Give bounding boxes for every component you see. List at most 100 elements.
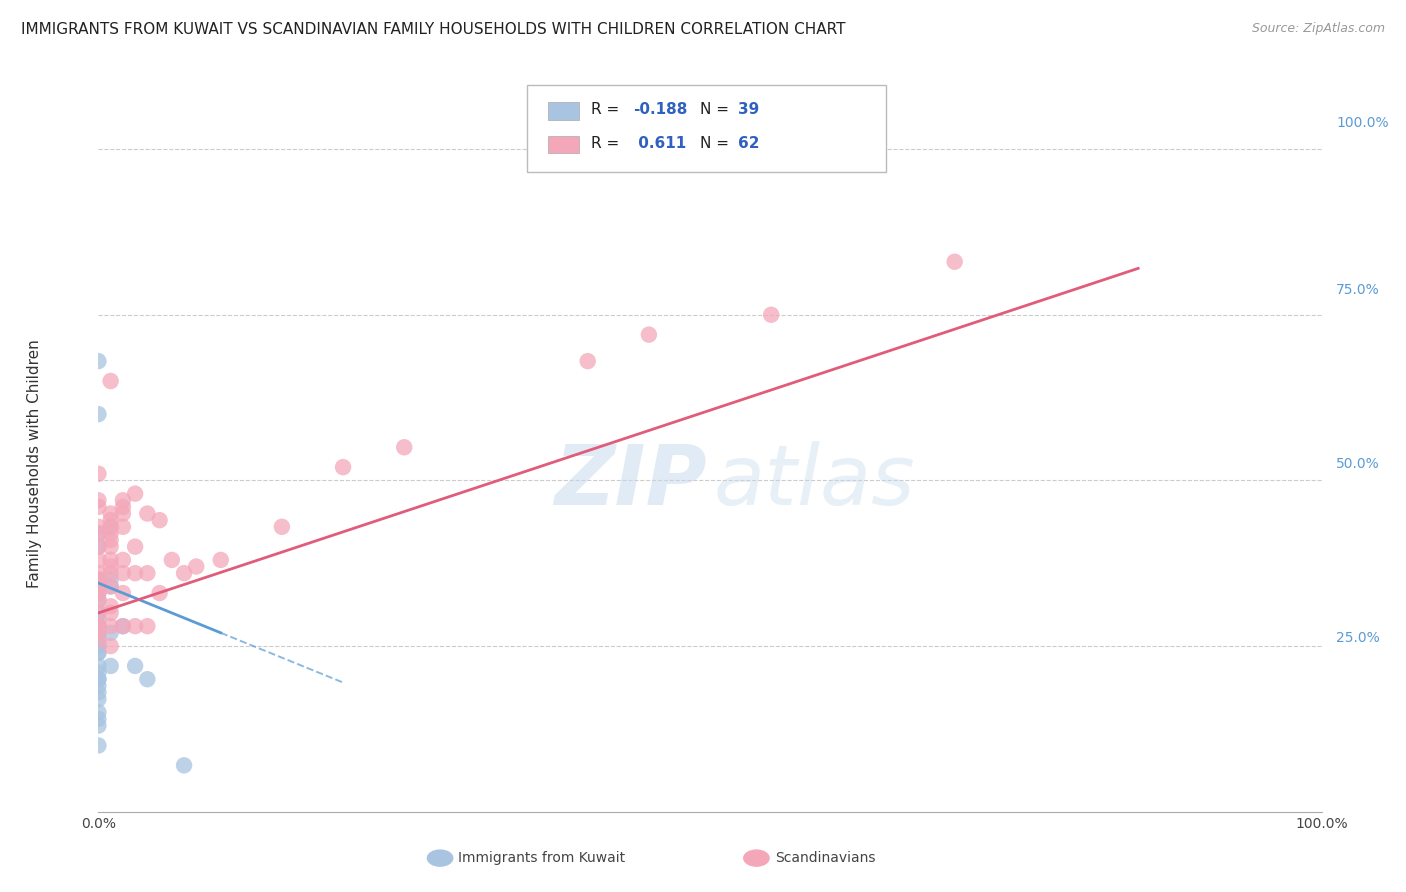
Point <box>87 573 110 587</box>
Point <box>87 592 110 607</box>
Point <box>87 659 110 673</box>
Point <box>100 513 122 527</box>
Point <box>100 579 122 593</box>
Point <box>87 407 110 421</box>
Point <box>87 606 110 620</box>
Point <box>124 566 146 581</box>
Point <box>87 672 110 686</box>
Text: ZIP: ZIP <box>554 441 706 522</box>
Text: Family Households with Children: Family Households with Children <box>27 340 42 588</box>
Point <box>87 619 110 633</box>
Point <box>136 672 159 686</box>
Point <box>87 573 110 587</box>
Point <box>173 758 195 772</box>
Point <box>270 520 294 534</box>
Point <box>87 586 110 600</box>
Point <box>87 692 110 706</box>
Point <box>100 606 122 620</box>
Point <box>87 586 110 600</box>
Point <box>87 665 110 680</box>
Point <box>124 619 146 633</box>
Point <box>100 625 122 640</box>
Text: 62: 62 <box>738 136 759 151</box>
Point <box>124 486 146 500</box>
Point <box>87 619 110 633</box>
Point <box>87 646 110 660</box>
Text: 39: 39 <box>738 103 759 117</box>
Point <box>100 566 122 581</box>
Point <box>87 540 110 554</box>
Text: N =: N = <box>700 103 734 117</box>
Point <box>100 507 122 521</box>
Point <box>100 374 122 388</box>
Point <box>392 440 416 454</box>
Point <box>100 540 122 554</box>
Point <box>124 540 146 554</box>
Point <box>87 526 110 541</box>
Point <box>111 507 134 521</box>
Point <box>87 573 110 587</box>
Point <box>100 659 122 673</box>
Point <box>87 613 110 627</box>
Point <box>87 632 110 647</box>
Point <box>136 507 159 521</box>
Point <box>100 579 122 593</box>
Text: R =: R = <box>591 136 624 151</box>
Text: 25.0%: 25.0% <box>1336 631 1381 645</box>
Point <box>111 553 134 567</box>
Point <box>87 467 110 481</box>
Point <box>87 579 110 593</box>
Point <box>87 646 110 660</box>
Point <box>100 553 122 567</box>
Point <box>87 500 110 514</box>
Point <box>87 520 110 534</box>
Point <box>87 493 110 508</box>
Point <box>87 553 110 567</box>
Point <box>111 566 134 581</box>
Text: N =: N = <box>700 136 734 151</box>
Point <box>87 739 110 753</box>
Text: Source: ZipAtlas.com: Source: ZipAtlas.com <box>1251 22 1385 36</box>
Point <box>173 566 195 581</box>
Point <box>87 706 110 720</box>
Point <box>186 559 208 574</box>
Point <box>332 460 354 475</box>
Point <box>100 639 122 653</box>
Point <box>100 520 122 534</box>
Point <box>100 520 122 534</box>
Point <box>100 573 122 587</box>
Point <box>111 520 134 534</box>
Point <box>87 639 110 653</box>
Point <box>87 526 110 541</box>
Point <box>87 625 110 640</box>
Text: -0.188: -0.188 <box>633 103 688 117</box>
Point <box>87 354 110 368</box>
Point <box>87 540 110 554</box>
Point <box>87 592 110 607</box>
Point <box>943 254 966 268</box>
Point <box>149 513 172 527</box>
Point <box>100 599 122 614</box>
Point <box>111 493 134 508</box>
Point <box>87 718 110 732</box>
Point <box>100 533 122 547</box>
Point <box>111 619 134 633</box>
Text: IMMIGRANTS FROM KUWAIT VS SCANDINAVIAN FAMILY HOUSEHOLDS WITH CHILDREN CORRELATI: IMMIGRANTS FROM KUWAIT VS SCANDINAVIAN F… <box>21 22 845 37</box>
Text: 50.0%: 50.0% <box>1336 457 1381 471</box>
Point <box>87 712 110 726</box>
Point <box>149 586 172 600</box>
Text: R =: R = <box>591 103 624 117</box>
Point <box>136 619 159 633</box>
Point <box>761 308 783 322</box>
Point <box>87 625 110 640</box>
Point <box>87 566 110 581</box>
Point <box>87 619 110 633</box>
Text: 75.0%: 75.0% <box>1336 283 1381 297</box>
Point <box>100 559 122 574</box>
Point <box>124 659 146 673</box>
Text: atlas: atlas <box>714 441 915 522</box>
Point <box>160 553 183 567</box>
Point <box>87 685 110 699</box>
Point <box>111 500 134 514</box>
Text: Scandinavians: Scandinavians <box>775 851 875 865</box>
